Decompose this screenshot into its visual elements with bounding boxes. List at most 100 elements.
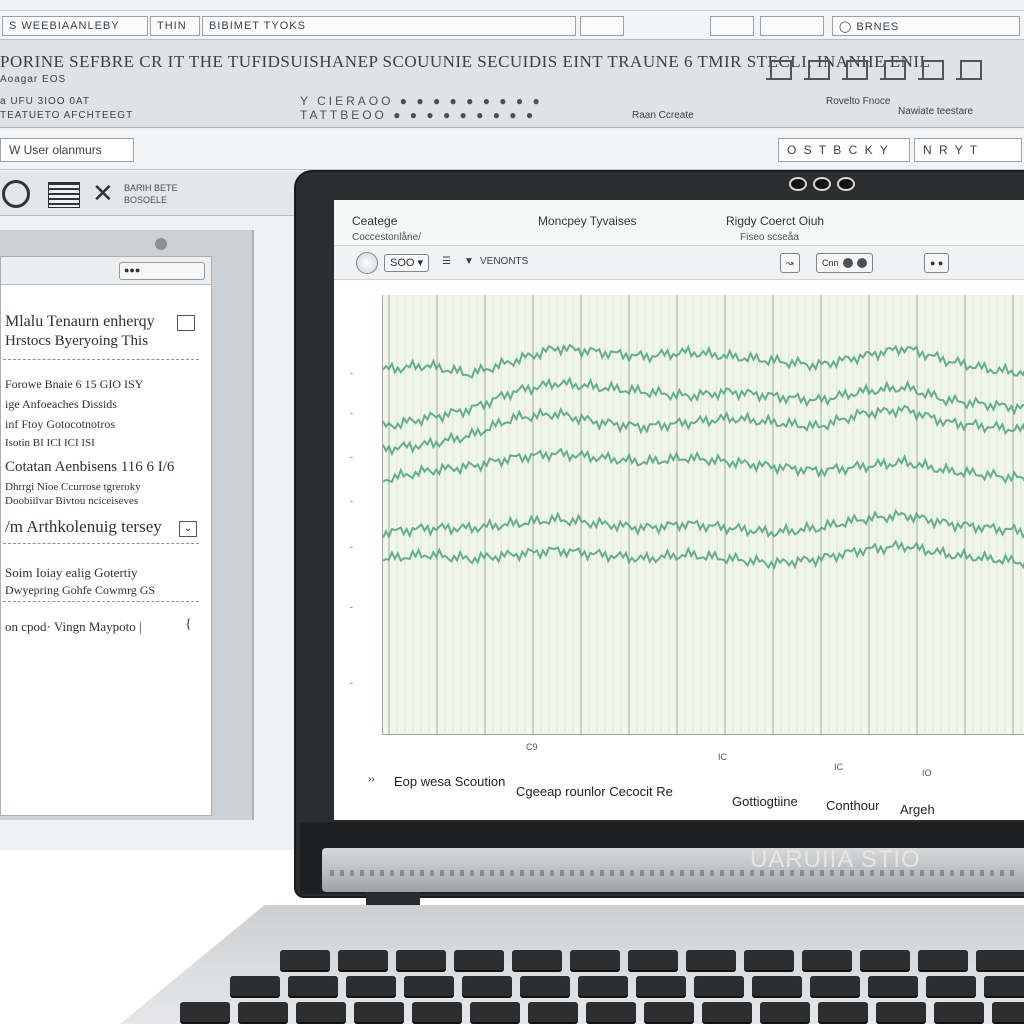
key[interactable] <box>454 950 504 970</box>
key[interactable] <box>586 1002 636 1022</box>
footer-item-2[interactable]: Cgeeap rounlor Cecocit Re <box>516 784 673 799</box>
key[interactable] <box>984 976 1024 996</box>
header-title-3[interactable]: Rigdy Coerct Oiuh <box>726 214 825 228</box>
document-page: ●●● Mlalu Tenaurn enherqy Hrstocs Byeryo… <box>0 256 212 816</box>
y-tick: - <box>350 452 353 462</box>
key[interactable] <box>230 976 280 996</box>
key[interactable] <box>694 976 744 996</box>
bank-icon[interactable] <box>804 56 830 80</box>
key[interactable] <box>686 950 736 970</box>
key[interactable] <box>628 950 678 970</box>
key[interactable] <box>818 1002 868 1022</box>
key[interactable] <box>760 1002 810 1022</box>
key[interactable] <box>578 976 628 996</box>
key[interactable] <box>404 976 454 996</box>
key[interactable] <box>180 1002 230 1022</box>
menu-square-button[interactable] <box>580 16 624 36</box>
doc-line-8: Dhrrgi Nioe Ccurrose tgreroky <box>5 481 141 493</box>
waveform-series-5 <box>383 508 1024 540</box>
key[interactable] <box>520 976 570 996</box>
key[interactable] <box>876 1002 926 1022</box>
key[interactable] <box>288 976 338 996</box>
ribbon-row2-dots[interactable]: Y CIERAOO ● ● ● ● ● ● ● ● ● <box>300 94 543 108</box>
user-field[interactable]: W User olanmurs <box>0 138 134 162</box>
key[interactable] <box>992 1002 1024 1022</box>
key[interactable] <box>934 1002 984 1022</box>
filter-icon[interactable]: ▼ <box>464 256 474 267</box>
key[interactable] <box>918 950 968 970</box>
key[interactable] <box>636 976 686 996</box>
ribbon-row3-dots[interactable]: TATTBEOO ● ● ● ● ● ● ● ● ● <box>300 108 537 122</box>
doc-line-12: Dwyepring Gohfe Cowmrg GS <box>5 583 156 597</box>
key[interactable] <box>512 950 562 970</box>
key[interactable] <box>744 950 794 970</box>
menu-search-field[interactable]: ◯ BRNES <box>832 16 1020 36</box>
playback-label: ● ● <box>930 258 944 268</box>
link-icon[interactable]: ↝ <box>780 253 800 273</box>
key[interactable] <box>926 976 976 996</box>
secondary-search-field[interactable]: N R Y T <box>914 138 1022 162</box>
search-icon: ◯ <box>839 21 853 33</box>
tools-icon[interactable] <box>880 56 906 80</box>
record-button[interactable] <box>356 252 378 274</box>
menu-blank-button[interactable] <box>760 16 824 36</box>
key[interactable] <box>412 1002 462 1022</box>
stock-search-field[interactable]: O S T B C K Y <box>778 138 910 162</box>
key[interactable] <box>238 1002 288 1022</box>
keyboard[interactable] <box>150 940 1024 1024</box>
key[interactable] <box>860 950 910 970</box>
lamp-icon[interactable] <box>956 56 982 80</box>
key[interactable] <box>396 950 446 970</box>
bar-label: VENONTS <box>480 256 529 267</box>
circle-tool-icon[interactable] <box>2 180 30 208</box>
header-title-1[interactable]: Ceatege <box>352 214 398 228</box>
zoom-select[interactable]: SOO ▾ <box>384 254 430 272</box>
key[interactable] <box>338 950 388 970</box>
key[interactable] <box>868 976 918 996</box>
document-search[interactable]: ●●● <box>119 262 205 280</box>
scroll-knob[interactable] <box>155 238 167 250</box>
view-menu-icon[interactable]: ☰ <box>442 256 451 267</box>
key[interactable] <box>462 976 512 996</box>
key[interactable] <box>752 976 802 996</box>
app-footer: ›› Eop wesa Scoution Cgeeap rounlor Ceco… <box>334 760 1024 820</box>
doc-checkbox-2[interactable]: ⌄ <box>179 521 197 537</box>
doc-line-13: on cpod· Vingn Maypoto | <box>5 619 142 634</box>
menu-tab-1[interactable]: S WEEBIAANLEBY <box>2 16 148 36</box>
key[interactable] <box>528 1002 578 1022</box>
footer-arrow-icon[interactable]: ›› <box>368 774 375 785</box>
list-tool-icon[interactable] <box>48 182 80 208</box>
menu-tab-2[interactable]: THIN <box>150 16 200 36</box>
key[interactable] <box>976 950 1024 970</box>
columns-icon[interactable] <box>918 56 944 80</box>
building-icon[interactable] <box>766 56 792 80</box>
key[interactable] <box>280 950 330 970</box>
key[interactable] <box>470 1002 520 1022</box>
ribbon-title-line: PORINE SEFBRE CR IT THE TUFIDSUISHANEP S… <box>0 52 931 71</box>
key[interactable] <box>296 1002 346 1022</box>
doc-line-6: Isotin BI ICI ICI ISI <box>5 437 95 449</box>
header-title-2[interactable]: Moncpey Tyvaises <box>538 214 637 228</box>
key[interactable] <box>346 976 396 996</box>
menu-tab-3[interactable]: BIBIMET TYOKS <box>202 16 576 36</box>
key[interactable] <box>644 1002 694 1022</box>
ribbon: PORINE SEFBRE CR IT THE TUFIDSUISHANEP S… <box>0 40 1024 128</box>
playback-control[interactable]: ● ● <box>924 253 950 273</box>
key[interactable] <box>702 1002 752 1022</box>
footer-item-3[interactable]: Gottiogtiine <box>732 794 798 809</box>
footer-item-4[interactable]: Conthour <box>826 798 880 813</box>
channel-control[interactable]: Cnn <box>816 253 873 273</box>
zoom-value: SOO <box>390 257 415 269</box>
footer-item-5[interactable]: Argeh <box>900 802 935 817</box>
key[interactable] <box>802 950 852 970</box>
laptop-screen: Ceatege Coccestonlåne/ Moncpey Tyvaises … <box>334 200 1024 820</box>
footer-item-1[interactable]: Eop wesa Scoution <box>394 774 506 789</box>
key[interactable] <box>354 1002 404 1022</box>
close-tool-icon[interactable]: ✕ <box>92 178 114 208</box>
doc-checkbox-1[interactable] <box>177 315 195 331</box>
key[interactable] <box>570 950 620 970</box>
menu-window-button[interactable] <box>710 16 754 36</box>
key[interactable] <box>810 976 860 996</box>
chart-icon[interactable] <box>842 56 868 80</box>
waveform-plot[interactable] <box>382 295 1024 735</box>
